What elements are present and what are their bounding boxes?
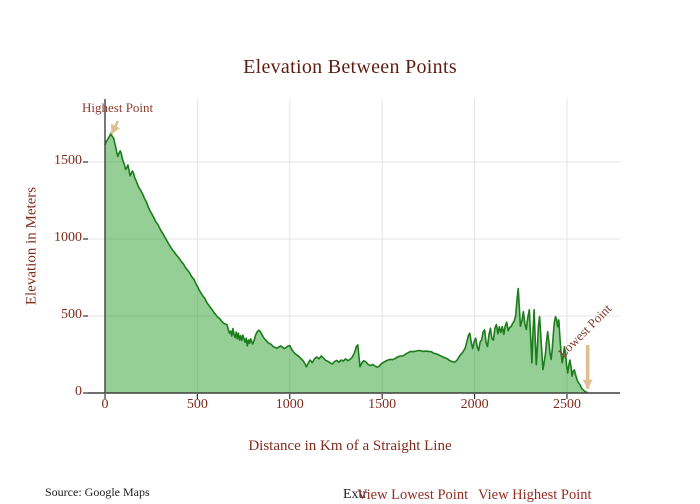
x-tick-label: 500 <box>186 397 208 412</box>
y-tick-label: 500 <box>61 306 82 322</box>
annotation-arrowhead <box>111 123 120 135</box>
chart-title: Elevation Between Points <box>243 56 457 78</box>
y-tick-label: 1000 <box>54 229 82 245</box>
x-axis-label: Distance in Km of a Straight Line <box>248 438 452 454</box>
plot-canvas[interactable] <box>88 99 620 393</box>
y-tick-label: 0 <box>75 384 82 399</box>
y-tick-label: 1500 <box>54 152 82 168</box>
x-tick-label: 0 <box>101 397 109 412</box>
x-tick-label: 2000 <box>460 397 489 412</box>
x-tick-label: 2500 <box>552 397 581 412</box>
source-credit: Source: Google Maps <box>45 485 150 499</box>
annotation-arrowhead <box>582 379 593 389</box>
x-tick-label: 1500 <box>368 397 397 412</box>
y-axis-label: Elevation in Meters <box>23 186 40 306</box>
elevation-line <box>104 132 588 394</box>
view-lowest-point-link[interactable]: View Lowest Point <box>357 487 469 503</box>
view-highest-point-link[interactable]: View Highest Point <box>478 487 592 503</box>
elevation-area-fill <box>105 133 588 393</box>
extremes-label: Extr <box>343 487 368 502</box>
annotation-highest-point: Highest Point <box>82 100 154 115</box>
x-tick-label: 1000 <box>275 397 304 412</box>
